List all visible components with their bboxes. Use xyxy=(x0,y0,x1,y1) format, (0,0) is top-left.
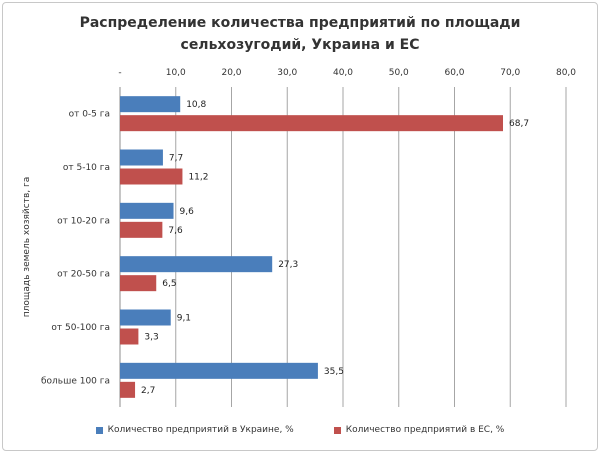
legend-item-eu: Количество предприятий в ЕС, % xyxy=(333,425,505,435)
data-label-ukraine: 27,3 xyxy=(278,260,298,270)
x-tick-label: 80,0 xyxy=(556,68,576,78)
data-label-eu: 7,6 xyxy=(168,226,183,236)
x-tick-label: 20,0 xyxy=(221,68,241,78)
x-tick-label: 60,0 xyxy=(444,68,464,78)
category-label: от 50-100 га xyxy=(51,323,110,333)
x-tick-label: 70,0 xyxy=(500,68,520,78)
category-label: от 5-10 га xyxy=(63,163,110,173)
bar-ukraine xyxy=(120,202,174,219)
x-tick-label: 40,0 xyxy=(333,68,353,78)
chart-title-line-2: сельхозугодий, Украина и ЕС xyxy=(180,37,420,53)
chart-legend: Количество предприятий в Украине, % Коли… xyxy=(0,425,600,435)
bar-eu xyxy=(120,221,163,238)
chart-title-line-1: Распределение количества предприятий по … xyxy=(79,15,521,31)
legend-label-eu: Количество предприятий в ЕС, % xyxy=(345,425,505,435)
bar-eu xyxy=(120,381,136,398)
x-tick-label: 10,0 xyxy=(166,68,186,78)
data-label-eu: 3,3 xyxy=(144,333,158,343)
x-tick-label: - xyxy=(118,68,121,78)
legend-item-ukraine: Количество предприятий в Украине, % xyxy=(95,425,294,435)
category-label: от 0-5 га xyxy=(69,110,110,120)
bar-eu xyxy=(120,168,183,185)
chart-title: Распределение количества предприятий по … xyxy=(0,12,600,56)
bar-eu xyxy=(120,115,504,132)
legend-swatch-ukraine xyxy=(95,426,103,434)
data-label-ukraine: 9,6 xyxy=(180,207,195,217)
category-label: от 20-50 га xyxy=(57,270,110,280)
bar-ukraine xyxy=(120,96,181,113)
data-label-eu: 11,2 xyxy=(188,173,208,183)
bar-ukraine xyxy=(120,309,171,326)
data-label-ukraine: 10,8 xyxy=(186,100,206,110)
bar-ukraine xyxy=(120,362,318,379)
data-label-ukraine: 7,7 xyxy=(169,154,183,164)
data-label-ukraine: 9,1 xyxy=(177,314,191,324)
x-tick-label: 30,0 xyxy=(277,68,297,78)
bar-eu xyxy=(120,275,157,292)
data-label-eu: 68,7 xyxy=(509,119,529,129)
data-label-eu: 6,5 xyxy=(162,279,176,289)
legend-swatch-eu xyxy=(333,426,341,434)
data-label-eu: 2,7 xyxy=(141,386,155,396)
data-label-ukraine: 35,5 xyxy=(324,367,344,377)
bar-eu xyxy=(120,328,139,345)
category-label: от 10-20 га xyxy=(57,216,110,226)
y-axis-title: площадь земель хозяйств, га xyxy=(22,177,32,317)
bar-ukraine xyxy=(120,256,273,273)
bar-ukraine xyxy=(120,149,163,166)
category-label: больше 100 га xyxy=(41,376,110,386)
x-tick-label: 50,0 xyxy=(389,68,409,78)
legend-label-ukraine: Количество предприятий в Украине, % xyxy=(107,425,294,435)
